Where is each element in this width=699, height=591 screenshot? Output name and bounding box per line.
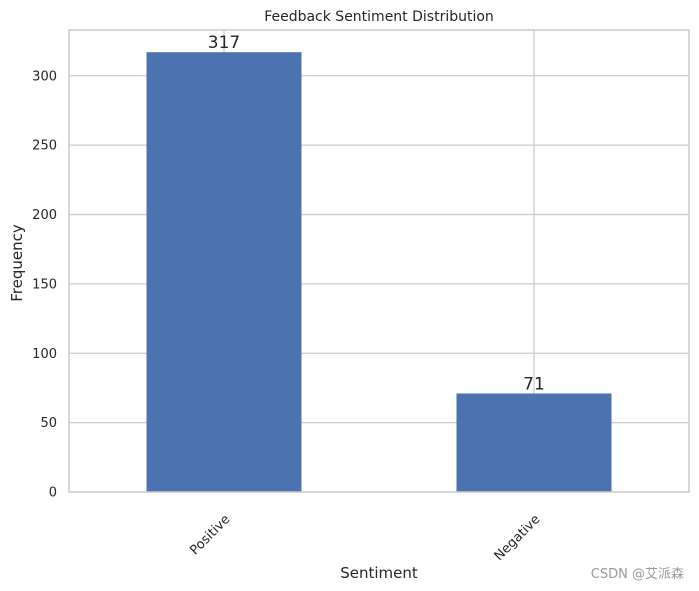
x-axis-label: Sentiment bbox=[340, 564, 418, 582]
x-tick-labels: Positive Negative bbox=[187, 512, 543, 564]
chart-title: Feedback Sentiment Distribution bbox=[264, 9, 494, 25]
data-label: 71 bbox=[523, 374, 545, 394]
y-tick-label: 250 bbox=[32, 139, 57, 154]
y-tick-label: 50 bbox=[40, 416, 57, 431]
plot-frame bbox=[68, 29, 690, 493]
y-tick-label: 100 bbox=[32, 347, 57, 362]
x-tick-label: Positive bbox=[187, 512, 233, 558]
y-tick-label: 0 bbox=[49, 486, 57, 501]
y-tick-label: 300 bbox=[32, 69, 57, 84]
data-labels: 317 71 bbox=[208, 33, 545, 394]
bars-layer bbox=[146, 52, 612, 493]
bar-negative bbox=[456, 393, 612, 492]
bar-positive bbox=[146, 52, 302, 493]
x-tick-label: Negative bbox=[492, 512, 544, 564]
y-tick-labels: 0 50 100 150 200 250 300 bbox=[32, 69, 57, 500]
watermark-text: CSDN @艾派森 bbox=[591, 567, 684, 582]
y-tick-label: 200 bbox=[32, 208, 57, 223]
data-label: 317 bbox=[208, 33, 240, 53]
y-axis-label: Frequency bbox=[8, 224, 26, 302]
y-tick-label: 150 bbox=[32, 277, 57, 292]
frame-layer bbox=[68, 29, 690, 493]
